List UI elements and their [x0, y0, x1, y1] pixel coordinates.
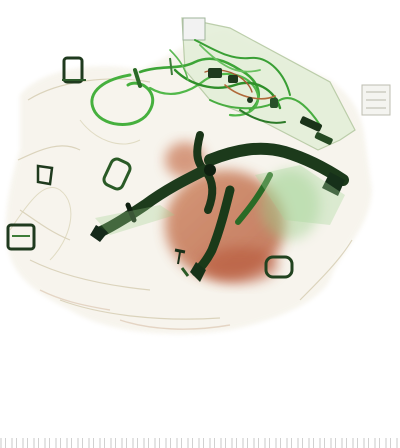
buckles: [6, 56, 294, 279]
buckle-middle: [102, 157, 132, 191]
scan-boundary: [0, 0, 180, 55]
cables: [90, 39, 321, 126]
pliers: [90, 131, 349, 282]
scanner-footer-strip: [0, 438, 400, 448]
buckle-left: [6, 223, 36, 251]
plate: [95, 165, 345, 235]
clip-left: [36, 164, 54, 186]
connectors: [208, 68, 333, 145]
buckle-top: [62, 56, 84, 84]
buckle-bottom: [264, 255, 294, 279]
